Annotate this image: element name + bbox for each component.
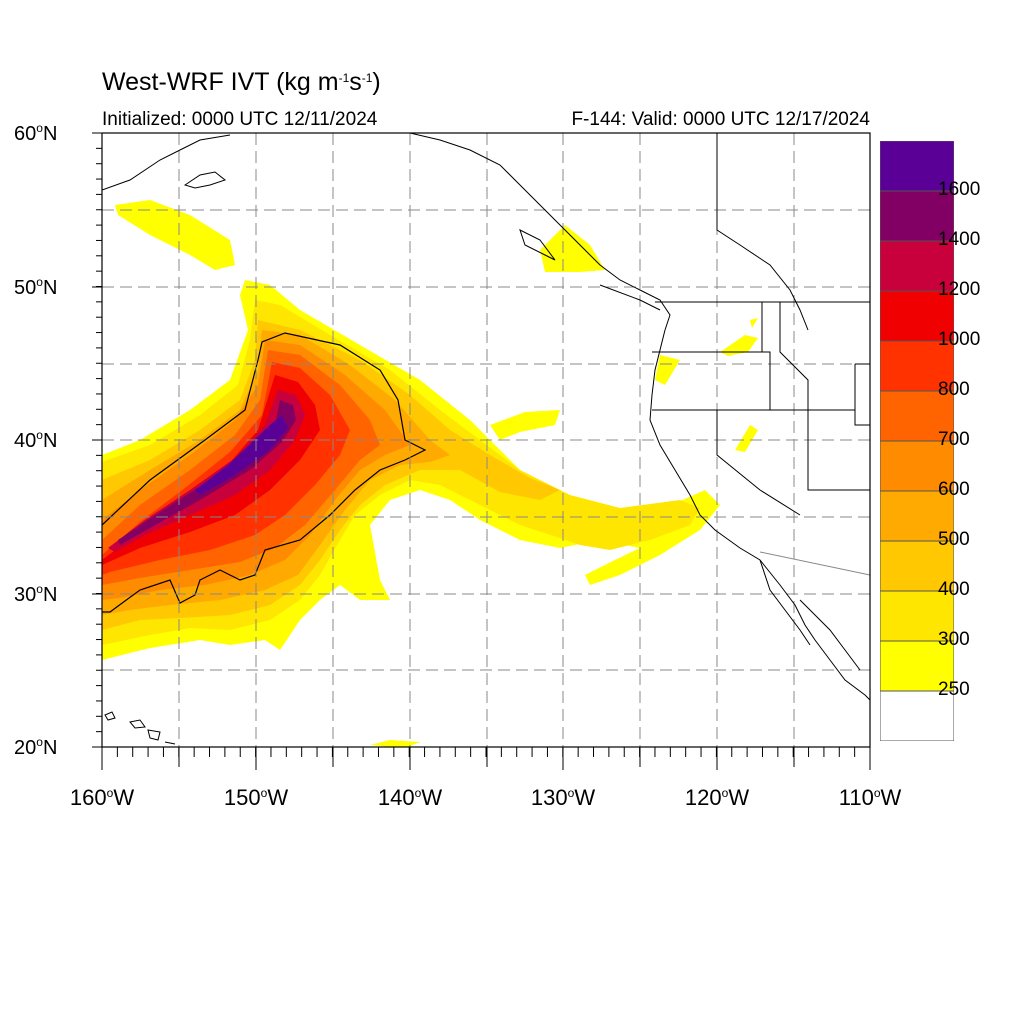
lon-label-140w: 140oW xyxy=(377,785,443,810)
colorbar-label: 500 xyxy=(938,529,970,550)
colorbar-label: 1400 xyxy=(938,229,981,250)
colorbar-swatch xyxy=(880,390,954,442)
ivt-contour-line xyxy=(102,332,427,613)
lat-label-60n: 60oN xyxy=(14,121,58,145)
colorbar-swatch xyxy=(880,141,954,192)
colorbar-label: 250 xyxy=(938,679,970,700)
colorbar-swatch xyxy=(880,440,954,492)
colorbar-label: 800 xyxy=(938,379,970,400)
colorbar-label: 1600 xyxy=(938,179,981,200)
colorbar-label: 1200 xyxy=(938,279,981,300)
lon-label-160w: 160oW xyxy=(69,785,135,810)
colorbar xyxy=(880,141,954,741)
lon-label-120w: 120oW xyxy=(684,785,750,810)
map-title: West-WRF IVT (kg m-1s-1) xyxy=(102,68,381,96)
ivt-shading xyxy=(102,200,758,747)
lat-label-40n: 40oN xyxy=(14,428,58,452)
lat-label-30n: 30oN xyxy=(14,582,58,606)
valid-time-label: F-144: Valid: 0000 UTC 12/17/2024 xyxy=(571,109,870,130)
lon-label-110w: 110oW xyxy=(838,785,902,810)
colorbar-swatch xyxy=(880,540,954,592)
colorbar-swatch xyxy=(880,590,954,642)
state-borders xyxy=(652,133,870,576)
colorbar-label: 600 xyxy=(938,479,970,500)
initialized-label: Initialized: 0000 UTC 12/11/2024 xyxy=(102,109,378,130)
lon-label-150w: 150oW xyxy=(223,785,289,810)
coastlines xyxy=(102,133,870,745)
minor-ticks xyxy=(96,132,856,757)
lon-label-130w: 130oW xyxy=(530,785,596,810)
graticule xyxy=(102,133,870,747)
colorbar-label: 1000 xyxy=(938,329,981,350)
colorbar-label: 300 xyxy=(938,629,970,650)
lat-label-50n: 50oN xyxy=(14,275,58,299)
colorbar-label: 700 xyxy=(938,429,970,450)
lat-label-20n: 20oN xyxy=(14,735,58,759)
colorbar-label: 400 xyxy=(938,579,970,600)
colorbar-swatch xyxy=(880,240,954,292)
colorbar-swatch xyxy=(880,190,954,242)
